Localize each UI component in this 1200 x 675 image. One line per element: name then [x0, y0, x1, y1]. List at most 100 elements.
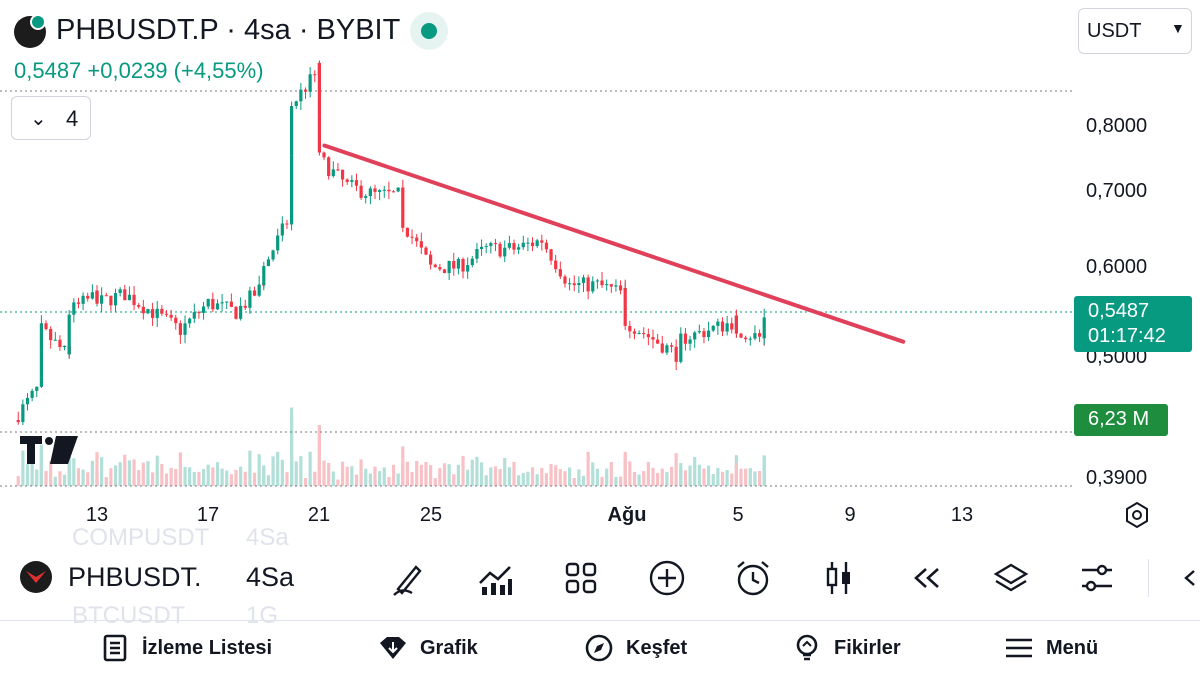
- currency-select[interactable]: USDT ▼: [1078, 8, 1192, 54]
- candle-body: [234, 306, 238, 319]
- volume-bar: [642, 471, 646, 486]
- volume-bar: [707, 465, 711, 486]
- candle-body: [669, 345, 674, 347]
- alarm-clock-icon[interactable]: [732, 557, 774, 599]
- y-axis-label: 0,3900: [1086, 467, 1148, 489]
- nav-chart[interactable]: Grafik: [378, 633, 488, 665]
- grid-layout-icon[interactable]: [560, 557, 602, 599]
- nav-explore[interactable]: Keşfet: [584, 633, 694, 665]
- volume-bar: [679, 463, 683, 486]
- volume-bar: [623, 451, 627, 486]
- volume-bar: [30, 462, 34, 486]
- candle-body: [49, 329, 53, 341]
- volume-bar: [748, 467, 752, 486]
- add-circle-icon[interactable]: [646, 557, 688, 599]
- timeframe-selector[interactable]: 4Sa: [246, 562, 295, 592]
- y-axis-label: 0,7000: [1086, 180, 1148, 202]
- candle-countdown: 01:17:42: [1088, 325, 1166, 347]
- candle-body: [123, 289, 127, 301]
- candle-body: [429, 254, 433, 265]
- candle-body: [127, 294, 132, 301]
- candle-body: [373, 188, 377, 192]
- volume-bar: [697, 464, 701, 486]
- candle-body: [303, 89, 308, 92]
- chart-title[interactable]: PHBUSDT.P · 4sa · BYBIT: [56, 14, 401, 46]
- volume-bar: [503, 457, 507, 486]
- nav-watchlist-label: İzleme Listesi: [142, 637, 273, 659]
- volume-bar: [521, 472, 525, 486]
- candle-body: [665, 345, 669, 353]
- volume-bar: [410, 471, 414, 486]
- candle-body: [220, 302, 224, 304]
- candle-body: [16, 420, 20, 423]
- candle-body: [535, 240, 539, 246]
- candle-body: [614, 285, 618, 287]
- volume-bar: [211, 467, 215, 486]
- volume-bar: [498, 469, 502, 486]
- candle-body: [262, 266, 266, 282]
- x-axis-label-month: Ağu: [607, 504, 647, 526]
- price-chart[interactable]: [0, 0, 1200, 535]
- candles-icon[interactable]: [818, 557, 860, 599]
- volume-bar: [354, 474, 359, 486]
- x-axis-label: 13: [950, 504, 974, 526]
- candle-body: [762, 317, 766, 329]
- candle-body: [744, 337, 748, 340]
- candle-body: [577, 282, 581, 286]
- volume-bar: [276, 451, 280, 486]
- candle-body: [317, 115, 321, 153]
- volume-bar: [651, 467, 655, 486]
- nav-watchlist[interactable]: İzleme Listesi: [100, 633, 290, 665]
- candle-body: [646, 334, 650, 338]
- candle-body: [711, 325, 715, 331]
- candle-body: [554, 260, 558, 270]
- volume-bar: [308, 451, 312, 486]
- x-axis-label: 25: [419, 504, 443, 526]
- volume-bar: [530, 467, 535, 486]
- volume-bar: [540, 468, 544, 486]
- volume-bar: [391, 464, 396, 486]
- chevron-down-icon: ▼: [1171, 20, 1185, 36]
- back-arrow-icon[interactable]: [1176, 557, 1200, 599]
- draw-pen-icon[interactable]: [388, 557, 430, 599]
- volume-bar: [299, 456, 303, 486]
- indicators-icon[interactable]: [474, 557, 516, 599]
- volume-bar: [493, 466, 498, 486]
- replay-icon[interactable]: [904, 557, 946, 599]
- volume-bar: [660, 468, 664, 486]
- volume-bar: [39, 449, 43, 486]
- candle-body: [563, 276, 567, 284]
- market-status-indicator[interactable]: [410, 12, 448, 50]
- volume-bar: [470, 459, 474, 486]
- nav-ideas[interactable]: Fikirler: [792, 633, 908, 665]
- volume-bar: [137, 470, 141, 486]
- x-axis-label: 5: [732, 504, 744, 526]
- candle-body: [753, 333, 757, 339]
- volume-bar: [725, 470, 729, 486]
- candle-body: [67, 314, 71, 337]
- volume-bar: [151, 472, 155, 486]
- price-change-readout: 0,5487 +0,0239 (+4,55%): [14, 58, 264, 83]
- nav-menu[interactable]: Menü: [1004, 633, 1104, 665]
- indicators-toggle[interactable]: ⌄ 4: [11, 96, 91, 140]
- candle-body: [67, 336, 71, 355]
- volume-bar: [452, 474, 456, 486]
- bottom-navigation: İzleme Listesi Grafik Keşfet Fikirler Me…: [0, 620, 1200, 675]
- ghost-watchlist-symbol: BTCUSDT: [72, 602, 186, 629]
- volume-bar: [669, 466, 674, 486]
- volume-bar: [526, 471, 530, 486]
- layers-icon[interactable]: [990, 557, 1032, 599]
- settings-sliders-icon[interactable]: [1076, 557, 1118, 599]
- volume-bar: [484, 475, 488, 486]
- volume-bar: [415, 460, 419, 486]
- volume-bar: [303, 478, 308, 486]
- candle-body: [489, 243, 493, 246]
- volume-bar: [257, 454, 261, 486]
- candle-body: [632, 331, 637, 334]
- chart-settings-icon[interactable]: [1124, 501, 1150, 529]
- candle-body: [285, 223, 289, 225]
- volume-bar: [549, 463, 553, 486]
- volume-bar: [100, 457, 104, 486]
- candle-body: [62, 345, 67, 348]
- symbol-name[interactable]: PHBUSDT.: [68, 562, 202, 592]
